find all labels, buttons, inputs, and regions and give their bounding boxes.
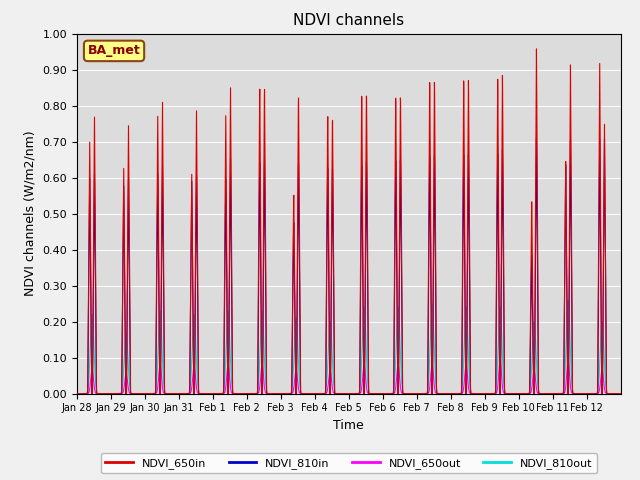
- Line: NDVI_650in: NDVI_650in: [77, 49, 621, 394]
- NDVI_810in: [419, 391, 426, 396]
- NDVI_810in: [532, 135, 540, 141]
- NDVI_650out: [419, 391, 426, 396]
- NDVI_810in: [617, 391, 625, 396]
- NDVI_650in: [534, 270, 541, 276]
- NDVI_810in: [73, 391, 81, 396]
- NDVI_810in: [534, 301, 541, 307]
- Legend: NDVI_650in, NDVI_810in, NDVI_650out, NDVI_810out: NDVI_650in, NDVI_810in, NDVI_650out, NDV…: [101, 453, 596, 473]
- NDVI_650in: [532, 46, 540, 52]
- NDVI_810in: [467, 365, 474, 371]
- NDVI_650in: [184, 391, 192, 396]
- NDVI_810in: [501, 391, 509, 396]
- NDVI_810out: [501, 389, 509, 395]
- NDVI_650out: [617, 391, 625, 396]
- NDVI_650out: [564, 359, 572, 364]
- NDVI_650in: [501, 391, 509, 396]
- Text: BA_met: BA_met: [88, 44, 140, 58]
- NDVI_650out: [184, 391, 192, 396]
- NDVI_650out: [467, 390, 474, 396]
- NDVI_810out: [419, 391, 426, 396]
- NDVI_650out: [501, 391, 509, 396]
- NDVI_650in: [73, 391, 81, 396]
- NDVI_650out: [73, 391, 81, 396]
- NDVI_650in: [611, 391, 619, 396]
- NDVI_810out: [73, 391, 81, 396]
- NDVI_650in: [467, 357, 474, 362]
- NDVI_810out: [564, 297, 572, 303]
- NDVI_650in: [419, 391, 426, 396]
- NDVI_650out: [611, 391, 619, 396]
- NDVI_810out: [617, 391, 625, 396]
- NDVI_810in: [611, 391, 619, 396]
- NDVI_650in: [617, 391, 625, 396]
- Line: NDVI_650out: NDVI_650out: [77, 361, 621, 394]
- X-axis label: Time: Time: [333, 419, 364, 432]
- NDVI_810out: [184, 390, 192, 396]
- Line: NDVI_810out: NDVI_810out: [77, 300, 621, 394]
- NDVI_810out: [467, 385, 474, 391]
- NDVI_810out: [611, 391, 619, 396]
- NDVI_810out: [534, 381, 541, 387]
- NDVI_810in: [184, 391, 192, 396]
- Line: NDVI_810in: NDVI_810in: [77, 138, 621, 394]
- Y-axis label: NDVI channels (W/m2/nm): NDVI channels (W/m2/nm): [24, 131, 36, 297]
- Title: NDVI channels: NDVI channels: [293, 13, 404, 28]
- NDVI_650out: [534, 390, 541, 396]
